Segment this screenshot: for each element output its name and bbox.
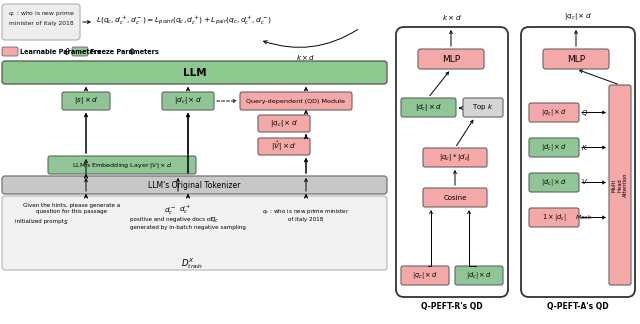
- Text: Multi
Head
Attention: Multi Head Attention: [612, 173, 628, 197]
- FancyBboxPatch shape: [455, 266, 503, 285]
- FancyBboxPatch shape: [48, 156, 196, 174]
- Text: initialized prompt: initialized prompt: [15, 219, 64, 225]
- Text: $|d_c| \times d$: $|d_c| \times d$: [541, 177, 567, 188]
- Text: $|q_c| \times d$: $|q_c| \times d$: [564, 11, 592, 22]
- Text: MLP: MLP: [567, 54, 585, 64]
- FancyBboxPatch shape: [418, 49, 484, 69]
- Text: minister of italy 2018: minister of italy 2018: [9, 21, 74, 27]
- Text: $\theta$: $\theta$: [64, 46, 70, 57]
- FancyBboxPatch shape: [162, 92, 214, 110]
- FancyBboxPatch shape: [543, 49, 609, 69]
- FancyBboxPatch shape: [529, 138, 579, 157]
- Text: Query-dependent (QD) Module: Query-dependent (QD) Module: [246, 98, 346, 103]
- FancyBboxPatch shape: [240, 92, 352, 110]
- FancyBboxPatch shape: [2, 61, 387, 84]
- FancyBboxPatch shape: [258, 138, 310, 155]
- FancyBboxPatch shape: [609, 85, 631, 285]
- FancyBboxPatch shape: [529, 103, 579, 122]
- Text: $d_c^-$: $d_c^-$: [164, 204, 176, 215]
- FancyBboxPatch shape: [401, 266, 449, 285]
- Text: Mask: Mask: [576, 215, 592, 220]
- FancyBboxPatch shape: [2, 176, 387, 194]
- Text: $q_c$ : who is new prime minister: $q_c$ : who is new prime minister: [262, 207, 350, 216]
- FancyBboxPatch shape: [396, 27, 508, 297]
- Text: $L(q_c, d_c^+, d_c^-) = L_{point}(q_c, d_c^+) + L_{pair}(q_c, d_c^+, d_c^-)$: $L(q_c, d_c^+, d_c^-) = L_{point}(q_c, d…: [96, 15, 272, 27]
- Text: $|q_c| \times d$: $|q_c| \times d$: [412, 270, 438, 281]
- Text: Q-PEFT-R's QD: Q-PEFT-R's QD: [421, 303, 483, 311]
- Text: $|s| \times d$: $|s| \times d$: [74, 96, 98, 107]
- FancyBboxPatch shape: [401, 98, 456, 117]
- Text: $d_c^+$: $d_c^+$: [179, 204, 191, 216]
- Text: $s$: $s$: [63, 218, 68, 226]
- Text: of italy 2018: of italy 2018: [289, 217, 324, 223]
- Text: Top $k$: Top $k$: [472, 102, 494, 112]
- Text: $|d_c| \times d$: $|d_c| \times d$: [174, 96, 202, 107]
- FancyArrowPatch shape: [264, 29, 358, 47]
- FancyBboxPatch shape: [423, 148, 487, 167]
- Text: K: K: [582, 145, 586, 151]
- Text: $D^X_{train}$: $D^X_{train}$: [181, 257, 203, 272]
- Text: $|q_c| * |d_c|$: $|q_c| * |d_c|$: [439, 152, 471, 163]
- Text: LLM: LLM: [182, 67, 206, 77]
- Text: Q: Q: [581, 110, 587, 115]
- Text: $|d_c| \times d$: $|d_c| \times d$: [466, 270, 492, 281]
- FancyBboxPatch shape: [258, 115, 310, 132]
- Text: V: V: [582, 179, 586, 186]
- FancyBboxPatch shape: [423, 188, 487, 207]
- Text: Given the hints, please generate a: Given the hints, please generate a: [24, 203, 120, 209]
- Text: Cosine: Cosine: [444, 194, 467, 201]
- FancyBboxPatch shape: [72, 47, 88, 56]
- Text: $q_c$ : who is new prime: $q_c$ : who is new prime: [8, 9, 74, 18]
- FancyBboxPatch shape: [62, 92, 110, 110]
- Text: question for this passage: question for this passage: [36, 210, 108, 214]
- FancyBboxPatch shape: [2, 196, 387, 270]
- Text: $1 \times |d_c|$: $1 \times |d_c|$: [541, 212, 566, 223]
- FancyBboxPatch shape: [2, 4, 80, 40]
- Text: $k \times d$: $k \times d$: [296, 52, 316, 62]
- FancyBboxPatch shape: [2, 47, 18, 56]
- Text: LLM's Original Tokenizer: LLM's Original Tokenizer: [148, 180, 241, 190]
- Text: positive and negative docs of: positive and negative docs of: [130, 217, 212, 223]
- FancyBboxPatch shape: [529, 173, 579, 192]
- Text: Q-PEFT-A's QD: Q-PEFT-A's QD: [547, 303, 609, 311]
- FancyBboxPatch shape: [463, 98, 503, 117]
- FancyBboxPatch shape: [521, 27, 635, 297]
- Text: Learnable Parameters: Learnable Parameters: [20, 49, 101, 54]
- Text: $|q_c| \times d$: $|q_c| \times d$: [541, 107, 567, 118]
- Text: $k \times d$: $k \times d$: [442, 13, 462, 21]
- Text: Freeze Parameters: Freeze Parameters: [90, 49, 159, 54]
- Text: $\Phi$: $\Phi$: [128, 46, 136, 57]
- FancyBboxPatch shape: [529, 208, 579, 227]
- Text: $|\hat{V}| \times d$: $|\hat{V}| \times d$: [271, 140, 297, 153]
- Text: $|q_c| \times d$: $|q_c| \times d$: [270, 118, 298, 129]
- Text: $|d_c| \times d$: $|d_c| \times d$: [541, 142, 567, 153]
- Text: $q_c$: $q_c$: [210, 215, 219, 225]
- Text: MLP: MLP: [442, 54, 460, 64]
- Text: generated by in-batch negative sampling: generated by in-batch negative sampling: [130, 225, 246, 229]
- Text: LLM's Embedding Layer $|V| \times d$: LLM's Embedding Layer $|V| \times d$: [72, 160, 172, 169]
- Text: $|d_c| \times d$: $|d_c| \times d$: [415, 102, 442, 113]
